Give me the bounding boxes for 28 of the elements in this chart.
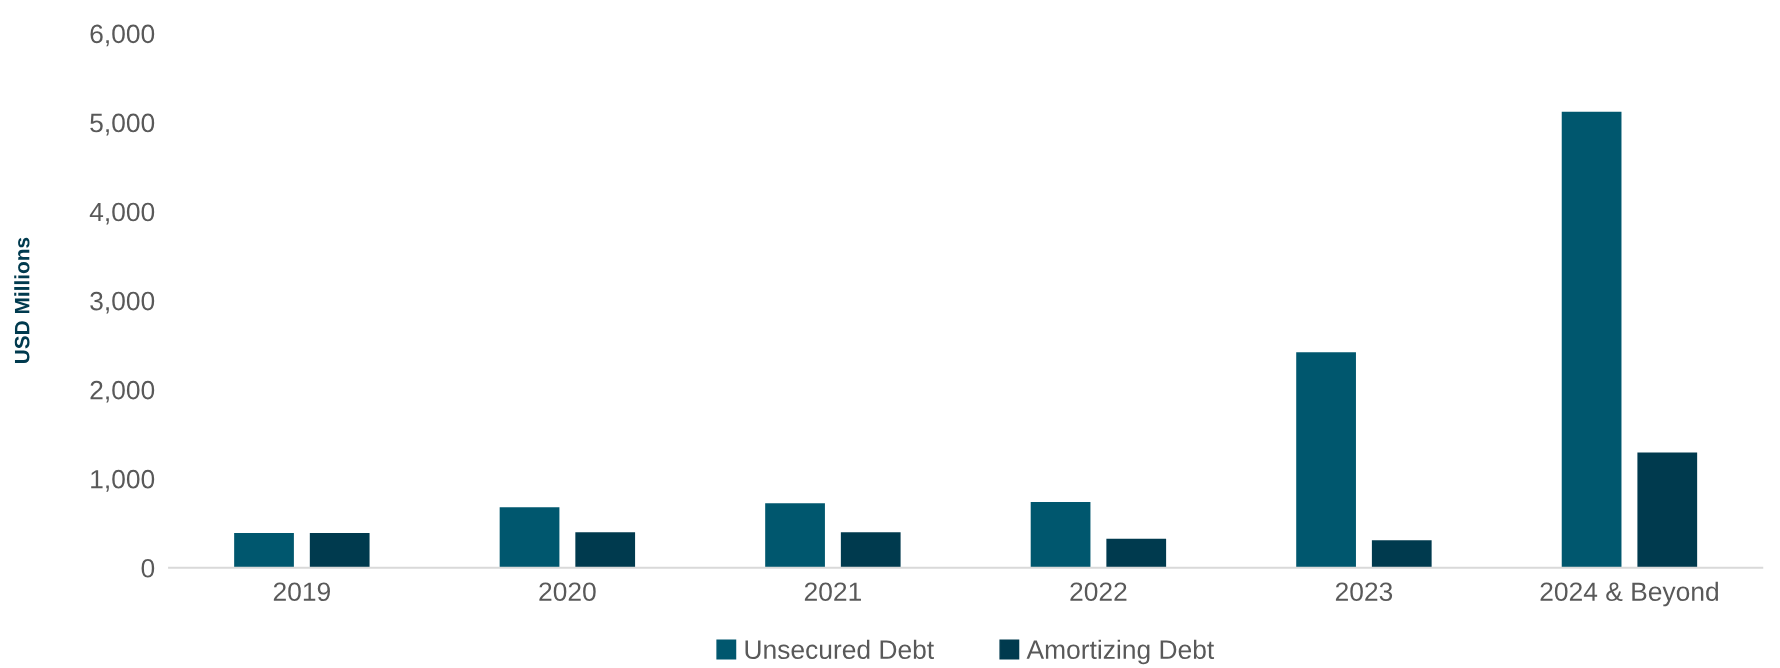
y-tick-label: 5,000 (90, 113, 155, 136)
x-tick-label: 2020 (539, 582, 596, 602)
x-tick-label: 2022 (1070, 582, 1127, 602)
bar (575, 532, 636, 568)
y-tick-label: 2,000 (90, 380, 155, 403)
legend-label: Unsecured Debt (745, 639, 934, 660)
y-tick-label: 4,000 (89, 202, 155, 225)
y-axis-title: USD Millions (14, 237, 30, 364)
bar (1637, 452, 1698, 568)
y-tick-label: 6,000 (90, 24, 155, 47)
x-tick-label: 2024 & Beyond (1540, 581, 1718, 607)
bar (1106, 538, 1167, 568)
legend-label: Amortizing Debt (1026, 639, 1215, 665)
bar (234, 533, 294, 568)
x-tick-label: 2023 (1335, 582, 1393, 602)
bar (765, 503, 825, 568)
y-tick-label: 0 (141, 558, 155, 578)
bar (1296, 352, 1356, 568)
bar (309, 533, 370, 568)
x-tick-label: 2019 (273, 582, 330, 602)
bar (499, 507, 560, 568)
bar (1030, 501, 1091, 568)
bar (1561, 111, 1622, 568)
bar (1371, 540, 1432, 568)
x-tick-label: 2021 (804, 582, 861, 602)
y-tick-label: 1,000 (91, 469, 155, 492)
y-tick-label: 3,000 (90, 291, 155, 314)
bar (840, 532, 901, 568)
